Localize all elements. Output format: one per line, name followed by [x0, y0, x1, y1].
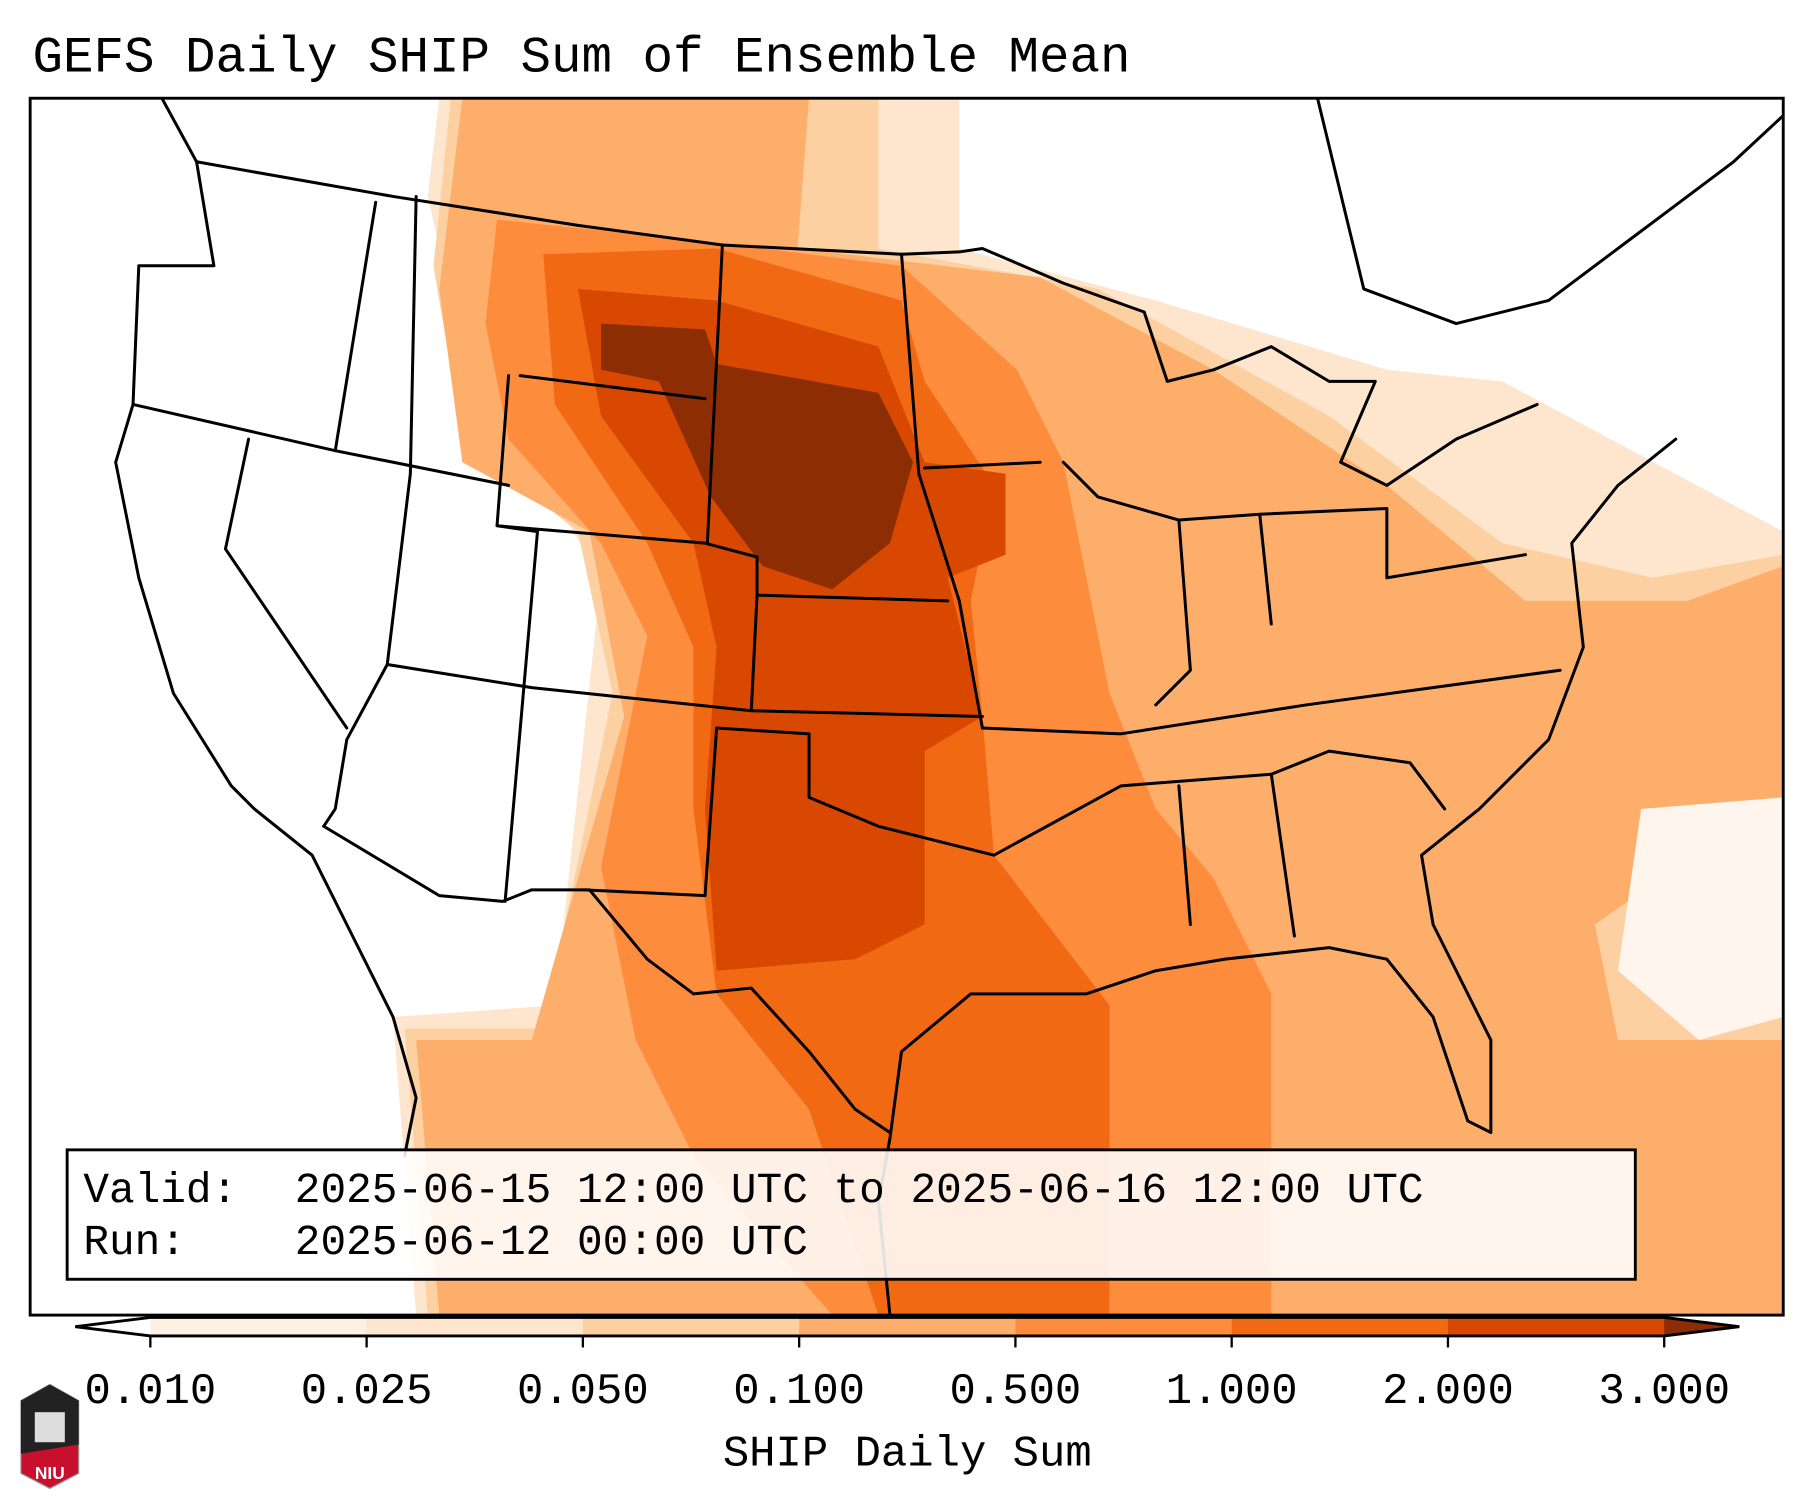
colorbar-tick-label: 2.000 [1382, 1367, 1514, 1417]
colorbar-tick-label: 0.025 [301, 1367, 433, 1417]
colorbar-segment [1231, 1317, 1449, 1336]
political-boundaries [114, 98, 1784, 1316]
valid-label: Valid: [83, 1166, 237, 1215]
colorbar-tick-label: 0.050 [517, 1367, 649, 1417]
logo-text: NIU [35, 1463, 65, 1483]
colorbar: 0.010 0.025 0.050 0.100 0.500 1.000 2.000 3.000 [75, 1315, 1740, 1417]
colorbar-extend-max [1664, 1317, 1740, 1336]
colorbar-tick-label: 0.500 [950, 1367, 1082, 1417]
field-level-7 [601, 323, 914, 590]
colorbar-segment [1015, 1317, 1233, 1336]
colorbar-segment [799, 1317, 1016, 1336]
niu-logo: NIU [20, 1383, 80, 1490]
valid-value: 2025-06-15 12:00 UTC to 2025-06-16 12:00… [295, 1166, 1424, 1215]
colorbar-tick-label: 0.100 [733, 1367, 865, 1417]
colorbar-segment [150, 1317, 368, 1336]
field-light-patch [1617, 797, 1784, 1041]
ship-field [393, 98, 1784, 1316]
map-panel: Valid: 2025-06-15 12:00 UTC to 2025-06-1… [30, 98, 1784, 1316]
run-label: Run: [83, 1218, 186, 1267]
map-frame [28, 96, 1785, 1317]
info-box: Valid: 2025-06-15 12:00 UTC to 2025-06-1… [65, 1148, 1637, 1281]
colorbar-tick-label: 1.000 [1166, 1367, 1298, 1417]
colorbar-segment [582, 1317, 800, 1336]
run-value: 2025-06-12 00:00 UTC [295, 1218, 808, 1267]
colorbar-label: SHIP Daily Sum [723, 1429, 1092, 1479]
colorbar-segment [1447, 1317, 1665, 1336]
colorbar-tick-label: 3.000 [1598, 1367, 1730, 1417]
colorbar-tick-label: 0.010 [84, 1367, 216, 1417]
colorbar-extend-min [75, 1317, 151, 1336]
figure-title: GEFS Daily SHIP Sum of Ensemble Mean [32, 31, 1130, 88]
colorbar-segment [366, 1317, 584, 1336]
